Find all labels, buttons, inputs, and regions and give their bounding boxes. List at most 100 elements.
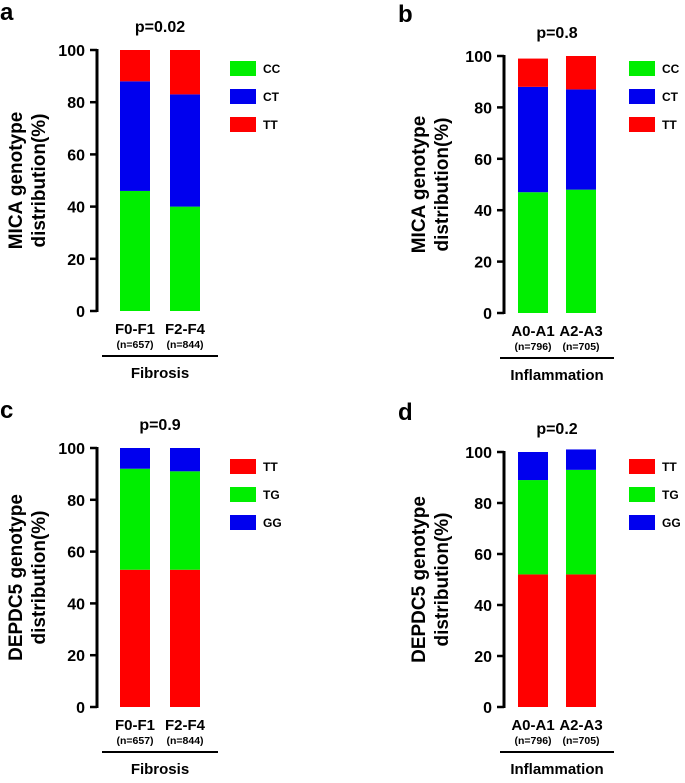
legend-label: CT <box>263 90 280 104</box>
legend-swatch-tg <box>230 487 256 502</box>
legend-label: TT <box>662 118 677 132</box>
x-tick-label: F2-F4 <box>165 321 206 338</box>
y-axis-label: DEPDC5 genotype distribution(%) <box>409 496 453 663</box>
x-tick-sublabel: (n=657) <box>116 339 153 351</box>
chart-panel-b: b p=0.8 0 20 40 60 80 100 MICA genotype distribut… <box>398 1 680 384</box>
legend-label: TG <box>662 488 679 502</box>
x-tick-sublabel: (n=657) <box>116 735 153 747</box>
x-tick-label: F0-F1 <box>115 321 155 338</box>
chart-panel-a: a p=0.02 0 20 40 60 80 100 MICA genotype distribu… <box>0 0 281 382</box>
legend-label: CC <box>662 62 680 76</box>
y-tick-label: 20 <box>67 648 85 665</box>
bar-tg-f2-f4 <box>170 471 200 570</box>
y-tick-label: 0 <box>483 700 492 717</box>
legend-label: TT <box>263 460 278 474</box>
legend-swatch-tg <box>629 487 655 502</box>
x-axis-label: Inflammation <box>510 761 603 778</box>
legend-swatch-tt <box>230 459 256 474</box>
bar-tt-f0-f1 <box>120 569 150 707</box>
bar-tt-a0-a1 <box>518 58 548 87</box>
bar-tt-f2-f4 <box>170 50 200 95</box>
chart-panel-d: d p=0.2 0 20 40 60 80 100 DEPDC5 genotype distrib… <box>398 399 681 778</box>
x-axis-label: Inflammation <box>510 367 603 384</box>
y-tick-label: 40 <box>474 598 492 615</box>
x-tick-sublabel: (n=796) <box>514 341 551 353</box>
bar-tt-f0-f1 <box>120 50 150 82</box>
x-tick-sublabel: (n=705) <box>562 735 599 747</box>
y-tick-label: 100 <box>58 43 85 60</box>
y-axis-label: DEPDC5 genotype distribution(%) <box>6 494 50 661</box>
y-tick-label: 40 <box>474 203 492 220</box>
y-tick-label: 60 <box>474 547 492 564</box>
legend-label: GG <box>662 516 681 530</box>
bar-ct-f0-f1 <box>120 81 150 191</box>
bar-cc-a0-a1 <box>518 192 548 313</box>
panel-letter: b <box>398 1 413 28</box>
bar-tg-f0-f1 <box>120 468 150 570</box>
bar-tg-a0-a1 <box>518 480 548 575</box>
x-tick-sublabel: (n=705) <box>562 341 599 353</box>
bar-gg-f2-f4 <box>170 448 200 472</box>
bar-cc-a2-a3 <box>566 189 596 313</box>
y-tick-label: 100 <box>465 445 492 462</box>
legend-swatch-cc <box>230 61 256 76</box>
bar-tt-a2-a3 <box>566 56 596 90</box>
chart-title: p=0.9 <box>139 417 180 434</box>
y-axis-label: MICA genotype distribution(%) <box>6 112 50 250</box>
bar-tt-a0-a1 <box>518 574 548 707</box>
bar-cc-f0-f1 <box>120 190 150 311</box>
x-tick-label: F0-F1 <box>115 717 155 734</box>
x-axis-label: Fibrosis <box>131 365 189 382</box>
legend-swatch-tt <box>230 117 256 132</box>
x-tick-label: A2-A3 <box>559 717 602 734</box>
bar-tt-f2-f4 <box>170 569 200 707</box>
x-axis-label: Fibrosis <box>131 761 189 778</box>
y-tick-label: 80 <box>67 493 85 510</box>
y-tick-label: 100 <box>465 49 492 66</box>
y-tick-label: 80 <box>474 100 492 117</box>
legend-label: TG <box>263 488 280 502</box>
x-tick-label: A0-A1 <box>511 717 554 734</box>
y-tick-label: 0 <box>483 306 492 323</box>
bar-tt-a2-a3 <box>566 574 596 707</box>
bar-cc-f2-f4 <box>170 206 200 311</box>
chart-title: p=0.2 <box>536 421 577 438</box>
y-axis-label: MICA genotype distribution(%) <box>409 116 453 254</box>
legend-label: TT <box>263 118 278 132</box>
bar-ct-f2-f4 <box>170 94 200 207</box>
x-tick-label: A0-A1 <box>511 323 554 340</box>
y-tick-label: 80 <box>67 95 85 112</box>
bar-gg-f0-f1 <box>120 448 150 469</box>
legend-swatch-ct <box>230 89 256 104</box>
y-tick-label: 40 <box>67 200 85 217</box>
bar-gg-a0-a1 <box>518 452 548 481</box>
bar-gg-a2-a3 <box>566 449 596 470</box>
y-tick-label: 20 <box>474 649 492 666</box>
y-tick-label: 0 <box>76 304 85 321</box>
bar-ct-a0-a1 <box>518 86 548 193</box>
bar-ct-a2-a3 <box>566 89 596 190</box>
y-tick-label: 20 <box>67 252 85 269</box>
legend-label: CC <box>263 62 281 76</box>
chart-panel-c: c p=0.9 0 20 40 60 80 100 DEPDC5 genotype distrib… <box>0 397 282 778</box>
y-tick-label: 80 <box>474 496 492 513</box>
legend-swatch-gg <box>230 515 256 530</box>
legend-swatch-ct <box>629 89 655 104</box>
panel-letter: a <box>0 0 14 26</box>
y-tick-label: 60 <box>67 545 85 562</box>
x-tick-sublabel: (n=844) <box>166 735 203 747</box>
x-tick-sublabel: (n=796) <box>514 735 551 747</box>
y-tick-label: 60 <box>67 147 85 164</box>
legend-swatch-gg <box>629 515 655 530</box>
chart-title: p=0.02 <box>135 19 185 36</box>
y-tick-label: 0 <box>76 700 85 717</box>
legend-label: TT <box>662 460 677 474</box>
y-tick-label: 100 <box>58 441 85 458</box>
legend-swatch-cc <box>629 61 655 76</box>
y-tick-label: 60 <box>474 152 492 169</box>
panel-letter: c <box>0 397 13 424</box>
panel-letter: d <box>398 399 413 426</box>
bar-tg-a2-a3 <box>566 469 596 575</box>
legend-swatch-tt <box>629 117 655 132</box>
y-tick-label: 40 <box>67 596 85 613</box>
